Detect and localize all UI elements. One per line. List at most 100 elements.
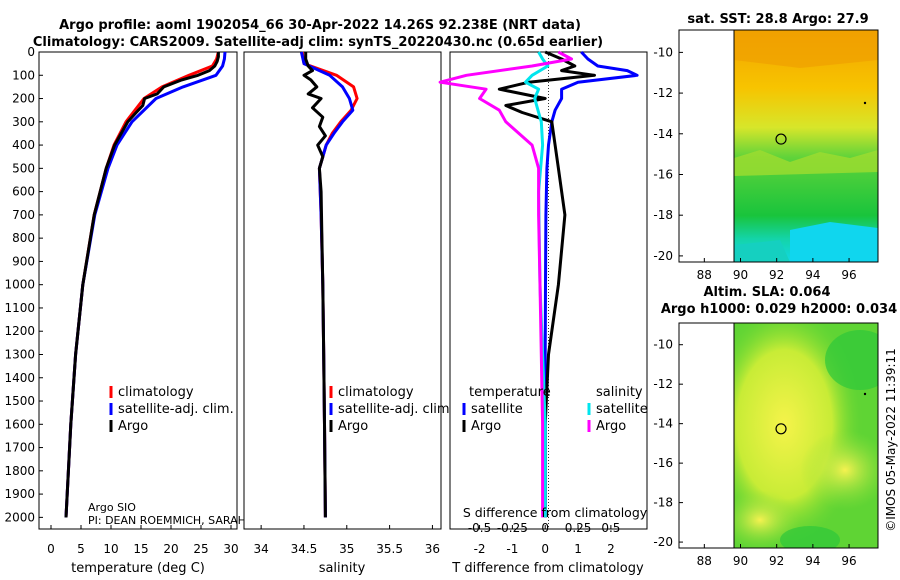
x-tick-label: 0 (541, 542, 549, 556)
temperature-xlabel: temperature (deg C) (71, 561, 205, 576)
map-y-tick-label: -14 (653, 127, 673, 141)
legend-salinity-title: salinity (596, 385, 643, 400)
salinity-legend: climatology satellite-adj. clim. Argo (329, 385, 454, 434)
depth-tick-label: 400 (12, 138, 35, 152)
legend-temperature-title: temperature (469, 385, 551, 400)
map-x-tick-label: 94 (805, 268, 820, 282)
difference-legend: temperature satellite Argo salinity sate… (462, 385, 648, 434)
depth-tick-label: 200 (12, 92, 35, 106)
x-tick-label: 5 (77, 542, 85, 556)
depth-tick-label: 1800 (4, 464, 35, 478)
x-tick-label: 2 (607, 542, 615, 556)
secondary-tick-label: 0 (541, 521, 549, 535)
sal-legend-argo-label: Argo (338, 419, 368, 434)
x-tick-label: 35 (339, 542, 354, 556)
x-tick-label: 0 (47, 542, 55, 556)
x-tick-label: 36 (425, 542, 440, 556)
legend-argo-label: Argo (118, 419, 148, 434)
series-line-argo (302, 52, 327, 518)
depth-tick-label: 1600 (4, 417, 35, 431)
map-x-tick-label: 88 (697, 554, 712, 568)
temperature-axes (38, 51, 238, 530)
depth-tick-label: 1000 (4, 278, 35, 292)
map-x-tick-label: 88 (697, 268, 712, 282)
map-y-tick-label: -12 (653, 86, 673, 100)
secondary-tick-label: -0.25 (497, 521, 528, 535)
secondary-tick-label: -0.5 (468, 521, 491, 535)
map-y-tick-label: -16 (653, 167, 673, 181)
x-tick-label: 1 (574, 542, 582, 556)
temperature-legend: climatology satellite-adj. clim. Argo (109, 385, 234, 434)
secondary-xlabel: S difference from climatology (463, 505, 648, 520)
sla-heatmap (734, 323, 878, 548)
diff-legend-t-argo-label: Argo (471, 419, 501, 434)
difference-xlabel: T difference from climatology (451, 561, 644, 576)
sst-map-panel: sat. SST: 28.8 Argo: 27.9 88 90 92 94 96 -10 -… (653, 12, 879, 282)
figure-title-line1: Argo profile: aoml 1902054_66 30-Apr-202… (59, 18, 581, 33)
series-line-temperature-argo (497, 50, 596, 518)
sst-dot (863, 101, 867, 105)
map-x-tick-label: 96 (841, 268, 856, 282)
depth-tick-label: 800 (12, 231, 35, 245)
diff-legend-t-satellite-label: satellite (471, 402, 523, 417)
map-y-tick-label: -16 (653, 456, 673, 470)
difference-axes (449, 51, 648, 530)
map-y-tick-label: -10 (653, 338, 673, 352)
sst-argo-marker (775, 133, 787, 145)
map-y-tick-label: -18 (653, 208, 673, 222)
map-y-tick-label: -20 (653, 249, 673, 263)
diff-legend-s-argo-label: Argo (596, 419, 626, 434)
depth-tick-label: 500 (12, 161, 35, 175)
series-line-salinity-argo (438, 50, 573, 518)
series-line-argo (64, 52, 220, 518)
legend-satellite-label: satellite-adj. clim. (118, 402, 234, 417)
depth-tick-label: 1400 (4, 371, 35, 385)
depth-tick-label: 1700 (4, 441, 35, 455)
figure-title-line2: Climatology: CARS2009. Satellite-adj cli… (33, 35, 603, 50)
depth-tick-label: 0 (27, 45, 35, 59)
x-tick-label: 34 (253, 542, 268, 556)
map-y-tick-label: -20 (653, 535, 673, 549)
sal-legend-climatology-label: climatology (338, 385, 414, 400)
x-tick-label: 15 (133, 542, 148, 556)
map-x-tick-label: 90 (733, 554, 748, 568)
pi-label: PI: DEAN ROEMMICH, SARAH (88, 514, 246, 527)
map-x-tick-label: 92 (769, 554, 784, 568)
depth-tick-label: 1100 (4, 301, 35, 315)
depth-tick-label: 1200 (4, 324, 35, 338)
x-tick-label: 20 (163, 542, 178, 556)
temperature-panel: 0100200300400500600700800900100011001200… (4, 45, 454, 576)
institution-label: Argo SIO (88, 501, 136, 514)
map-y-tick-label: -10 (653, 45, 673, 59)
map-x-tick-label: 96 (841, 554, 856, 568)
depth-tick-label: 300 (12, 115, 35, 129)
depth-tick-label: 2000 (4, 510, 35, 524)
x-tick-label: 25 (193, 542, 208, 556)
map-x-tick-label: 92 (769, 268, 784, 282)
diff-legend-s-satellite-label: satellite (596, 402, 648, 417)
series-line-temperature-satellite (543, 50, 639, 518)
depth-tick-label: 1900 (4, 487, 35, 501)
map-x-tick-label: 94 (805, 554, 820, 568)
depth-tick-label: 600 (12, 185, 35, 199)
depth-tick-label: 700 (12, 208, 35, 222)
x-tick-label: -1 (506, 542, 518, 556)
depth-tick-label: 1500 (4, 394, 35, 408)
map-y-tick-label: -14 (653, 417, 673, 431)
difference-panel: -2 -1 0 1 2 T difference from climatology S … (438, 50, 648, 576)
map-y-tick-label: -12 (653, 377, 673, 391)
sla-map-subtitle: Argo h1000: 0.029 h2000: 0.034 (661, 302, 897, 317)
sst-map-title: sat. SST: 28.8 Argo: 27.9 (687, 12, 868, 27)
sst-heatmap (734, 30, 878, 262)
depth-tick-label: 100 (12, 68, 35, 82)
sla-map-title: Altim. SLA: 0.064 (704, 285, 831, 300)
x-tick-label: 35.5 (376, 542, 403, 556)
sal-legend-satellite-label: satellite-adj. clim. (338, 402, 454, 417)
x-tick-label: 30 (223, 542, 238, 556)
map-y-tick-label: -18 (653, 496, 673, 510)
salinity-xlabel: salinity (319, 561, 366, 576)
depth-tick-label: 1300 (4, 347, 35, 361)
salinity-panel: 34 34.5 35 35.5 36 salinity climatology sate… (243, 51, 454, 576)
timestamp-stamp: ©IMOS 05-May-2022 11:39:11 (884, 348, 898, 532)
